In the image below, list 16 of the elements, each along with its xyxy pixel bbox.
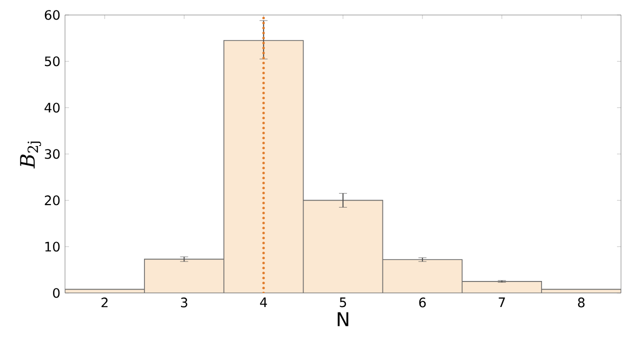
y-axis-title: B$_{2j}$ — [20, 142, 42, 169]
y-tick-label: 40 — [44, 102, 60, 113]
x-axis-title: N — [338, 312, 348, 326]
x-tick-label: 5 — [340, 298, 346, 308]
x-tick-label: 8 — [578, 298, 585, 308]
x-tick-label: 3 — [181, 298, 188, 308]
y-tick-label: 30 — [44, 149, 60, 159]
y-tick-label: 60 — [44, 10, 60, 20]
y-tick-label: 50 — [44, 56, 60, 66]
x-tick-label: 2 — [102, 298, 108, 308]
x-tick-label: 4 — [260, 298, 267, 308]
x-tick-label: 6 — [419, 298, 426, 308]
y-tick-label: 10 — [45, 242, 60, 252]
y-tick-label: 0 — [53, 288, 60, 298]
x-tick-label: 7 — [498, 298, 505, 308]
y-tick-label: 20 — [44, 195, 60, 206]
